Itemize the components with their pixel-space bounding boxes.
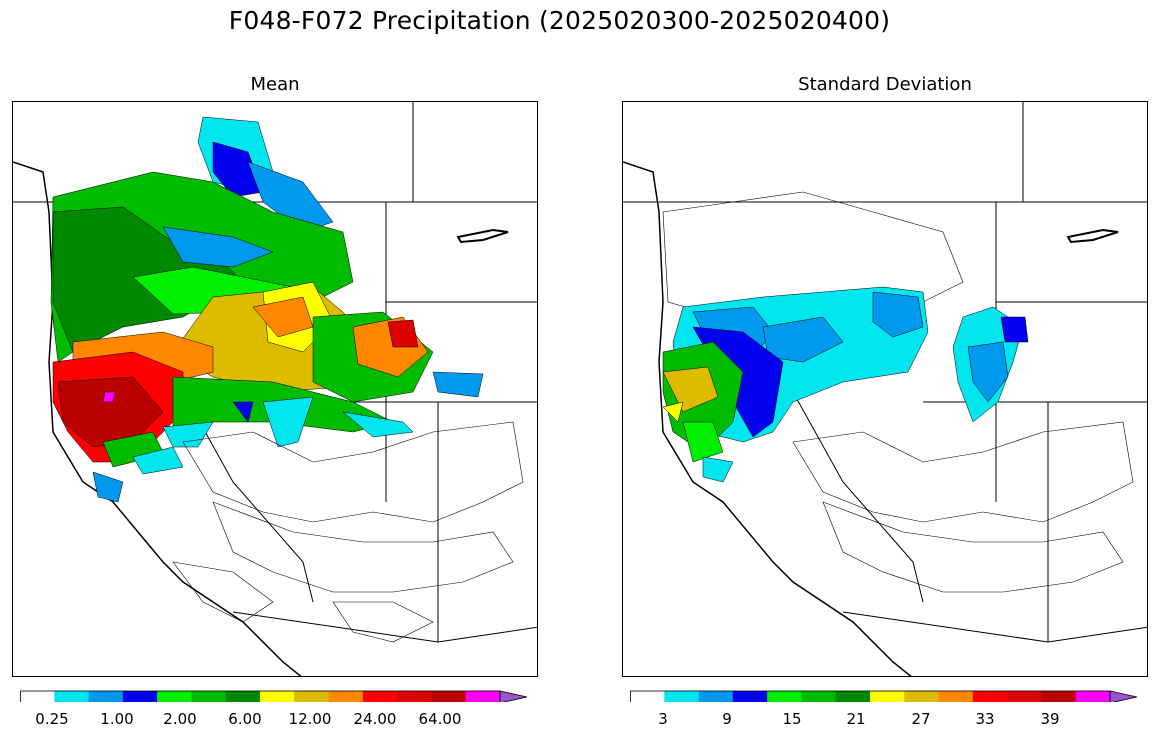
colorbar-swatch: [1007, 691, 1042, 702]
colorbar-swatch: [225, 691, 261, 702]
panel-title-std: Standard Deviation: [798, 74, 972, 95]
colorbar-swatch: [698, 691, 734, 702]
colorbar-swatch: [362, 691, 398, 702]
map-std: [622, 101, 1148, 677]
cb-tick-label: 0.25: [35, 710, 69, 728]
cb-tick-label: 9: [722, 710, 732, 728]
cb-tick-label: 1.00: [100, 710, 134, 728]
colorbar-swatch: [904, 691, 939, 702]
colorbar-swatch: [20, 691, 55, 702]
colorbar-swatch: [1075, 691, 1111, 702]
cb-tick-label: 15: [782, 710, 802, 728]
colorbar-swatches-std: [630, 691, 1111, 702]
precip-basins: [50, 116, 484, 503]
lake: [1066, 228, 1119, 244]
lake: [456, 228, 509, 244]
colorbar-swatch: [938, 691, 974, 702]
map-mean: [12, 101, 538, 677]
cb-tick-label: 64.00: [418, 710, 462, 728]
cb-tick-label: 24.00: [353, 710, 397, 728]
colorbar-swatch: [397, 691, 432, 702]
cb-tick-label: 3: [658, 710, 668, 728]
cb-tick-label: 39: [1040, 710, 1060, 728]
figure-title: F048-F072 Precipitation (2025020300-2025…: [228, 6, 891, 35]
colorbar-std: [630, 690, 1138, 702]
colorbar-swatch: [767, 691, 802, 702]
cb-tick-label: 27: [911, 710, 931, 728]
colorbar-swatch: [732, 691, 768, 702]
colorbar-swatch: [328, 691, 364, 702]
colorbar-swatches-mean: [20, 691, 501, 702]
colorbar-swatch: [431, 691, 467, 702]
panel-title-mean: Mean: [250, 74, 300, 95]
std-basins: [662, 286, 1029, 483]
cb-tick-label: 2.00: [163, 710, 197, 728]
colorbar-extend-arrow-mean: [499, 690, 528, 702]
colorbar-swatch: [191, 691, 227, 702]
colorbar-swatch: [664, 691, 699, 702]
colorbar-swatch: [294, 691, 329, 702]
cb-tick-label: 12.00: [288, 710, 332, 728]
cb-tick-label: 6.00: [228, 710, 262, 728]
basin-outlines: [172, 421, 524, 643]
colorbar-swatch: [801, 691, 837, 702]
colorbar-mean: [20, 690, 528, 702]
colorbar-labels-mean: 0.25 1.00 2.00 6.00 12.00 24.00 64.00: [20, 710, 532, 730]
colorbar-swatch: [260, 691, 295, 702]
colorbar-swatch: [1041, 691, 1077, 702]
colorbar-swatch: [157, 691, 192, 702]
colorbar-extend-arrow-std: [1109, 690, 1138, 702]
colorbar-swatch: [870, 691, 905, 702]
colorbar-swatch: [972, 691, 1008, 702]
colorbar-swatch: [88, 691, 124, 702]
std-map-svg: [623, 102, 1147, 676]
colorbar-swatch: [122, 691, 158, 702]
colorbar-swatch: [630, 691, 665, 702]
cb-tick-label: 21: [846, 710, 866, 728]
cb-tick-label: 33: [975, 710, 995, 728]
colorbar-swatch: [54, 691, 89, 702]
colorbar-swatch: [465, 691, 501, 702]
colorbar-swatch: [835, 691, 871, 702]
coastline: [623, 161, 912, 676]
colorbar-labels-std: 3 9 15 21 27 33 39: [630, 710, 1142, 730]
mean-map-svg: [13, 102, 537, 676]
